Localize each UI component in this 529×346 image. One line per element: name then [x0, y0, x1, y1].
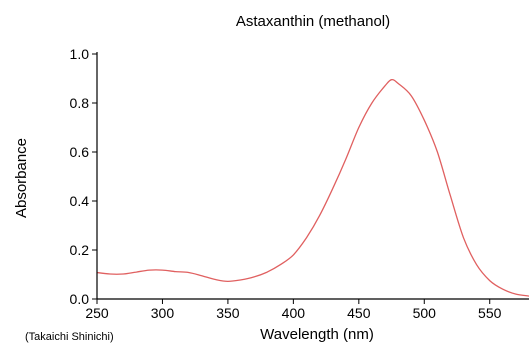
x-axis: 250 300 350 400 450 500 550 [85, 298, 529, 321]
data-point [123, 273, 124, 274]
y-tick-label: 0.0 [70, 291, 90, 307]
credit-text: (Takaichi Shinichi) [25, 331, 114, 343]
data-point [489, 280, 490, 281]
data-point [136, 272, 137, 273]
data-point [149, 270, 150, 271]
data-point [319, 215, 320, 216]
data-point [162, 270, 163, 271]
data-point [254, 276, 255, 277]
data-point [332, 188, 333, 189]
y-tick-label: 0.4 [70, 193, 90, 209]
data-point [175, 271, 176, 272]
data-point [201, 275, 202, 276]
chart-title: Astaxanthin (methanol) [236, 13, 390, 30]
y-tick-label: 0.6 [70, 144, 90, 160]
x-tick-label: 550 [478, 305, 502, 321]
data-point [227, 281, 228, 282]
x-tick-label: 300 [151, 305, 175, 321]
y-tick-label: 0.8 [70, 95, 90, 111]
data-point [371, 102, 372, 103]
data-point [450, 196, 451, 197]
y-tick-label: 1.0 [70, 46, 90, 62]
x-tick-label: 350 [216, 305, 240, 321]
data-point [358, 127, 359, 128]
data-point [384, 85, 385, 86]
data-point [267, 272, 268, 273]
data-point [280, 264, 281, 265]
x-axis-label: Wavelength (nm) [260, 326, 374, 343]
data-point [391, 79, 392, 80]
data-point [345, 159, 346, 160]
x-tick-label: 500 [413, 305, 437, 321]
data-point [188, 272, 189, 273]
data-point [424, 120, 425, 121]
data-point [214, 279, 215, 280]
data-point [110, 273, 111, 274]
data-point [411, 95, 412, 96]
data-point [476, 264, 477, 265]
x-tick-label: 250 [85, 305, 109, 321]
x-tick-label: 400 [282, 305, 306, 321]
data-point [437, 151, 438, 152]
data-point [463, 237, 464, 238]
data-point [502, 289, 503, 290]
y-axis-label: Absorbance [13, 138, 30, 218]
y-axis: 0.0 0.2 0.4 0.6 0.8 1.0 [70, 46, 98, 307]
plot-area [96, 78, 529, 297]
absorbance-series-line [96, 78, 529, 297]
data-point [306, 237, 307, 238]
data-point [240, 279, 241, 280]
data-point [293, 254, 294, 255]
y-tick-label: 0.2 [70, 242, 90, 258]
data-point [398, 83, 399, 84]
data-point [515, 294, 516, 295]
x-tick-label: 450 [347, 305, 371, 321]
